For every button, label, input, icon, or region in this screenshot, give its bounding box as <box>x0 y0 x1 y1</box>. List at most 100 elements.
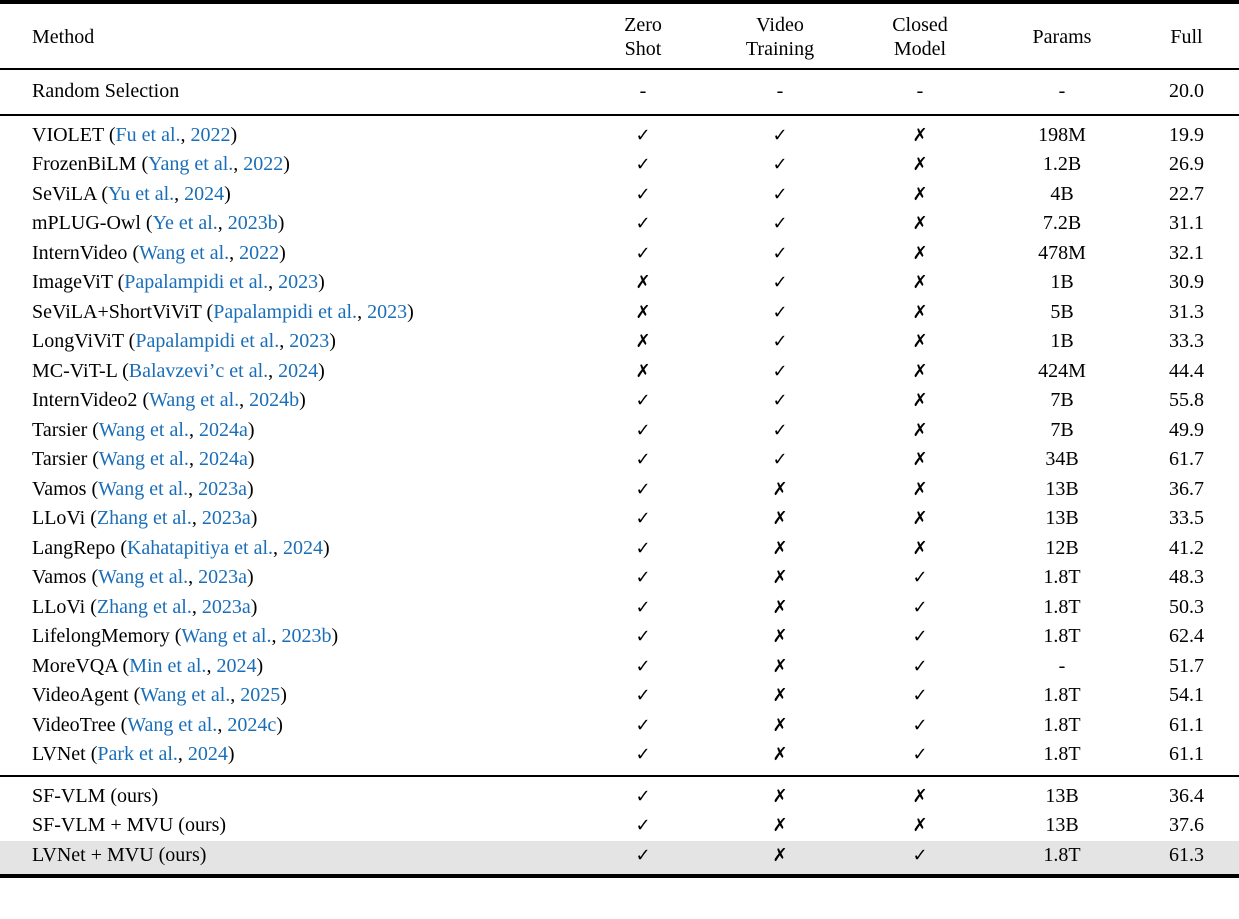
full-cell: 36.4 <box>1134 776 1239 812</box>
citation-author-link[interactable]: Kahatapitiya et al. <box>126 536 274 559</box>
zero-shot-cell: ✗ <box>576 268 710 298</box>
table-row: SF-VLM + MVU (ours) ✓ ✗ ✗ 13B 37.6 <box>0 811 1239 841</box>
closed-model-cell: ✗ <box>850 811 990 841</box>
citation-year-link[interactable]: 2023b <box>281 625 332 647</box>
citation-year-link[interactable]: 2023b <box>227 212 278 234</box>
citation-year-link[interactable]: 2023 <box>289 330 330 352</box>
full-cell: 61.1 <box>1134 711 1239 741</box>
zero-shot-cell: ✓ <box>576 622 710 652</box>
params-cell-value: 1.8T <box>1043 843 1081 866</box>
citation-author-link[interactable]: Yang et al. <box>148 153 234 175</box>
check-icon: ✓ <box>635 744 651 765</box>
full-cell: 61.1 <box>1134 740 1239 776</box>
table-row: InternVideo2 (Wang et al., 2024b) ✓ ✓ ✗ 7B 55… <box>0 386 1239 416</box>
check-icon: ✓ <box>772 154 788 175</box>
citation-year-link[interactable]: 2022 <box>239 241 280 264</box>
citation-year-link[interactable]: 2022 <box>190 123 231 146</box>
video-training-cell: ✗ <box>710 652 850 682</box>
full-cell-value: 30.9 <box>1169 271 1204 293</box>
citation-year-link[interactable]: 2023a <box>201 595 251 618</box>
check-icon: ✓ <box>635 655 651 677</box>
citation-author-link[interactable]: Park et al. <box>97 743 178 765</box>
video-training-cell: ✗ <box>710 681 850 711</box>
cross-icon: ✗ <box>912 390 928 411</box>
table-row: VideoAgent (Wang et al., 2025) ✓ ✗ ✓ 1.8T 54.… <box>0 681 1239 711</box>
citation-year-link[interactable]: 2024 <box>187 743 228 765</box>
dash-mark: - <box>916 80 924 102</box>
citation-author-link[interactable]: Ye et al. <box>152 212 218 234</box>
citation-author-link[interactable]: Yu et al. <box>108 182 175 205</box>
citation-author-link[interactable]: Papalampidi et al. <box>124 271 269 293</box>
citation-year-link[interactable]: 2024b <box>249 389 300 411</box>
video-training-cell: ✗ <box>710 534 850 564</box>
table-row: MC-ViT-L (Balavzevi’c et al., 2024) ✗ ✓ ✗ 42… <box>0 357 1239 387</box>
citation-author-link[interactable]: Wang et al. <box>181 625 272 647</box>
method-name: SeViLA+ShortViViT <box>32 300 202 323</box>
method-cell: LLoVi (Zhang et al., 2023a) <box>32 507 258 529</box>
zero-shot-cell: ✓ <box>576 563 710 593</box>
zero-shot-cell: ✓ <box>576 115 710 151</box>
closed-model-cell: ✓ <box>850 711 990 741</box>
citation-year-link[interactable]: 2023a <box>198 566 248 588</box>
closed-model-cell: ✓ <box>850 740 990 776</box>
citation-year-link[interactable]: 2025 <box>240 684 281 706</box>
citation-author-link[interactable]: Zhang et al. <box>96 595 192 618</box>
zero-shot-cell: - <box>576 69 710 115</box>
citation-author-link[interactable]: Wang et al. <box>139 241 230 264</box>
video-training-cell: ✗ <box>710 840 850 876</box>
table-row: LVNet + MVU (ours) ✓ ✗ ✓ 1.8T 61.3 <box>0 840 1239 876</box>
citation-author-link[interactable]: Wang et al. <box>127 713 218 736</box>
dash-mark: - <box>639 80 647 102</box>
citation-year-link[interactable]: 2024 <box>184 182 225 205</box>
method-name: LVNet <box>32 743 86 765</box>
citation-author-link[interactable]: Papalampidi et al. <box>213 300 358 323</box>
video-training-cell: ✗ <box>710 504 850 534</box>
citation-author-link[interactable]: Zhang et al. <box>96 507 192 529</box>
method-name: VIOLET <box>32 123 104 146</box>
citation-year-link[interactable]: 2024a <box>198 418 248 441</box>
citation-year-link[interactable]: 2024 <box>216 654 257 677</box>
video-training-cell: ✓ <box>710 209 850 239</box>
citation-year-link[interactable]: 2024 <box>278 359 319 382</box>
check-icon: ✓ <box>912 596 928 618</box>
citation-author-link[interactable]: Wang et al. <box>140 684 231 706</box>
method-name: MoreVQA <box>32 654 118 677</box>
cross-icon: ✗ <box>912 154 928 175</box>
citation-year-link[interactable]: 2023 <box>278 271 319 293</box>
citation-year-link[interactable]: 2024 <box>283 536 324 559</box>
video-training-cell: ✓ <box>710 357 850 387</box>
check-icon: ✓ <box>772 213 788 234</box>
citation-year-link[interactable]: 2023 <box>367 300 408 323</box>
citation-author-link[interactable]: Balavzevi’c et al. <box>128 359 269 382</box>
citation-year-link[interactable]: 2024a <box>198 448 248 470</box>
params-cell-value: 13B <box>1045 507 1079 529</box>
closed-model-cell: ✓ <box>850 681 990 711</box>
citation-author-link[interactable]: Wang et al. <box>98 418 189 441</box>
citation-author-link[interactable]: Fu et al. <box>115 123 181 146</box>
check-icon: ✓ <box>635 785 651 807</box>
video-training-cell: ✓ <box>710 416 850 446</box>
citation-author-link[interactable]: Wang et al. <box>98 448 189 470</box>
full-cell: 30.9 <box>1134 268 1239 298</box>
table-row: Vamos (Wang et al., 2023a) ✓ ✗ ✗ 13B 36.7 <box>0 475 1239 505</box>
params-cell: 5B <box>990 298 1134 328</box>
citation-author-link[interactable]: Wang et al. <box>149 389 240 411</box>
full-cell: 48.3 <box>1134 563 1239 593</box>
citation-year-link[interactable]: 2023a <box>198 477 248 500</box>
citation-author-link[interactable]: Min et al. <box>129 654 207 677</box>
check-icon: ✓ <box>772 301 788 323</box>
citation-year-link[interactable]: 2024c <box>227 713 277 736</box>
method-cell: InternVideo (Wang et al., 2022) <box>32 241 286 264</box>
params-cell-value: 13B <box>1045 784 1079 807</box>
params-cell: 7B <box>990 386 1134 416</box>
citation-author-link[interactable]: Wang et al. <box>98 566 189 588</box>
citation-author-link[interactable]: Wang et al. <box>98 477 189 500</box>
citation-year-link[interactable]: 2022 <box>243 153 284 175</box>
full-cell: 19.9 <box>1134 115 1239 151</box>
method-cell: VideoTree (Wang et al., 2024c) <box>32 713 283 736</box>
method-cell: SeViLA (Yu et al., 2024) <box>32 182 231 205</box>
citation-author-link[interactable]: Papalampidi et al. <box>135 330 280 352</box>
table-row: MoreVQA (Min et al., 2024) ✓ ✗ ✓ - 51.7 <box>0 652 1239 682</box>
table-row: LVNet (Park et al., 2024) ✓ ✗ ✓ 1.8T 61.1 <box>0 740 1239 776</box>
citation-year-link[interactable]: 2023a <box>201 507 251 529</box>
